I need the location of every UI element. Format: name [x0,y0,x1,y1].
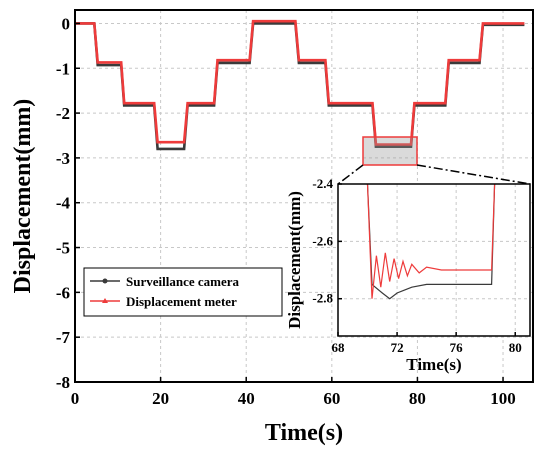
y-tick-label: -2 [56,104,70,123]
inset-plot-frame [338,184,530,336]
y-tick-label: -2.4 [312,176,333,191]
x-tick-label: 80 [409,389,426,408]
x-tick-label: 0 [71,389,80,408]
series-line-surveillance-camera [366,184,496,300]
legend-meter-marker [102,298,108,303]
y-tick-label: -3 [56,149,70,168]
series-clip-group [75,19,525,151]
x-tick-label: 72 [391,340,404,355]
x-tick-label: 20 [152,389,169,408]
y-tick-label: -2.6 [312,233,333,248]
main-series [75,19,525,151]
inset-plot-border [337,183,531,337]
legend-camera-label: Surveillance camera [126,274,239,289]
y-tick-label: -5 [56,239,70,258]
series-clip-group [366,184,496,300]
zoom-connector-right [416,164,531,185]
inset-y-axis-title: Displacement(mm) [285,191,304,329]
y-tick-label: -7 [56,328,71,347]
zoom-indicator [337,136,531,185]
series-line-displacement-meter [75,19,525,146]
y-tick-label: -6 [56,283,70,302]
inset-x-axis-title: Time(s) [406,355,461,374]
main-x-axis-title: Time(s) [265,420,343,446]
y-tick-label: -1 [56,59,70,78]
x-tick-label: 60 [323,389,340,408]
legend-meter-label: Displacement meter [126,294,237,309]
x-tick-label: 76 [450,340,464,355]
legend-camera-marker [102,278,108,284]
x-tick-label: 80 [509,340,522,355]
inset-plot: 68 72 76 80 -2.4 -2.6 -2.8 Time(s) Displacemen… [285,176,531,374]
series-line-displacement-meter [366,184,496,299]
legend-box [83,267,283,317]
y-tick-label: 0 [62,14,71,33]
zoom-connector-left [337,164,364,185]
main-ticks: 0 20 40 60 80 100 0 -1 -2 -3 -4 -5 -6 -7 -8 [56,14,516,408]
main-plot-border [74,9,534,383]
x-tick-label: 68 [332,340,346,355]
inset-series [366,184,496,300]
y-tick-label: -4 [56,194,71,213]
y-tick-label: -2.8 [312,291,333,306]
inset-ticks: 68 72 76 80 -2.4 -2.6 -2.8 [312,176,521,355]
x-tick-label: 40 [238,389,255,408]
series-line-surveillance-camera [75,22,525,151]
legend: Surveillance camera Displacement meter [83,267,283,317]
zoom-region-box [362,136,418,166]
main-y-axis-title: Displacement(mm) [10,99,36,294]
x-tick-label: 100 [490,389,516,408]
y-tick-label: -8 [56,373,70,392]
